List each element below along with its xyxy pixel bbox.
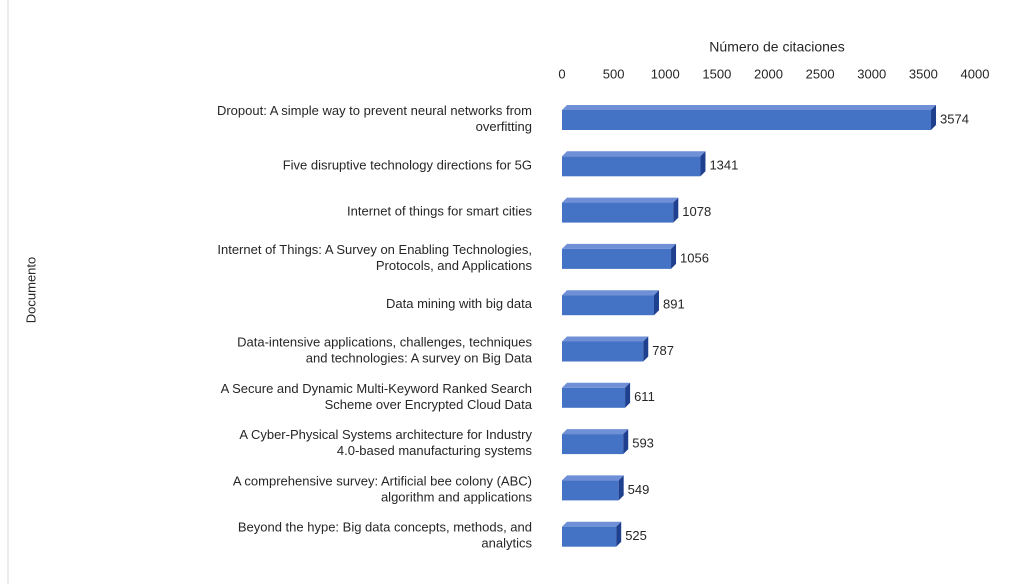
y-tick-label-line: overfitting — [476, 119, 532, 134]
y-tick-label-line: Beyond the hype: Big data concepts, meth… — [238, 520, 532, 535]
y-tick-label: Dropout: A simple way to prevent neural … — [217, 103, 532, 134]
bar — [562, 248, 672, 269]
y-tick-label-line: algorithm and applications — [381, 490, 533, 505]
y-tick-label-line: 4.0-based manufacturing systems — [337, 444, 533, 459]
x-tick-label: 1000 — [651, 66, 680, 81]
bar-top — [562, 429, 629, 435]
bar-side — [618, 475, 624, 501]
bar-top — [562, 243, 677, 249]
y-tick-label-line: Protocols, and Applications — [376, 258, 533, 273]
x-tick-label: 3500 — [909, 66, 938, 81]
bar — [562, 295, 654, 316]
bar-side — [931, 105, 937, 130]
bar — [562, 341, 644, 362]
x-tick-label: 500 — [603, 66, 625, 81]
y-tick-label-line: Scheme over Encrypted Cloud Data — [325, 397, 533, 412]
y-tick-label-line: Internet of things for smart cities — [347, 204, 532, 219]
bar-top — [562, 151, 706, 157]
bar-side — [673, 197, 679, 223]
bar — [562, 480, 619, 501]
x-tick-label: 4000 — [961, 66, 990, 81]
value-label: 1341 — [709, 158, 738, 173]
value-label: 3574 — [940, 111, 969, 126]
bar-top — [562, 290, 659, 296]
value-label: 891 — [663, 297, 685, 312]
value-label: 525 — [625, 528, 647, 543]
x-tick-label: 0 — [558, 66, 565, 81]
bar-top — [562, 105, 937, 110]
bar-side — [653, 290, 659, 316]
bar-side — [625, 382, 631, 408]
value-label: 787 — [652, 343, 674, 358]
bar-top — [562, 521, 622, 527]
bar-side — [623, 429, 629, 455]
x-tick-label: 2000 — [754, 66, 783, 81]
bar-top — [562, 336, 649, 342]
bar-side — [700, 151, 706, 177]
value-label: 611 — [634, 389, 655, 404]
x-tick-label: 3000 — [857, 66, 886, 81]
value-label: 1056 — [680, 250, 709, 265]
y-tick-label-line: Data mining with big data — [386, 297, 533, 312]
bar-side — [671, 243, 677, 269]
y-tick-label-line: analytics — [481, 536, 532, 551]
y-tick-label: Internet of things for smart cities — [347, 204, 532, 219]
value-label: 1078 — [682, 204, 711, 219]
y-tick-label-line: Data-intensive applications, challenges,… — [237, 335, 532, 350]
value-label: 549 — [628, 482, 650, 497]
bar — [562, 387, 626, 408]
bar-side — [616, 521, 622, 547]
y-tick-label-line: and technologies: A survey on Big Data — [306, 351, 533, 366]
value-label: 593 — [632, 436, 654, 451]
bar-side — [643, 336, 649, 362]
y-tick-label: A comprehensive survey: Artificial bee c… — [233, 474, 533, 505]
bar — [562, 156, 701, 177]
y-tick-label-line: Dropout: A simple way to prevent neural … — [217, 103, 532, 118]
bar-top — [562, 197, 679, 203]
y-tick-label: Data-intensive applications, challenges,… — [237, 335, 533, 366]
bar — [562, 110, 932, 130]
y-axis-title: Documento — [23, 257, 38, 323]
y-tick-label: Beyond the hype: Big data concepts, meth… — [238, 520, 533, 551]
x-axis-title: Número de citaciones — [709, 39, 844, 55]
y-tick-label: Internet of Things: A Survey on Enabling… — [217, 242, 532, 273]
y-tick-label: Five disruptive technology directions fo… — [283, 158, 532, 173]
y-tick-label: A Secure and Dynamic Multi-Keyword Ranke… — [221, 381, 533, 412]
bar — [562, 434, 624, 455]
y-tick-label-line: Five disruptive technology directions fo… — [283, 158, 532, 173]
y-tick-label: Data mining with big data — [386, 297, 533, 312]
x-tick-label: 1500 — [702, 66, 731, 81]
bar-top — [562, 475, 624, 481]
y-tick-label: A Cyber-Physical Systems architecture fo… — [239, 428, 532, 459]
bar — [562, 202, 674, 223]
x-tick-label: 2500 — [806, 66, 835, 81]
bar-top — [562, 382, 631, 388]
y-tick-label-line: A Secure and Dynamic Multi-Keyword Ranke… — [221, 381, 532, 396]
bar — [562, 526, 617, 547]
y-tick-label-line: A Cyber-Physical Systems architecture fo… — [239, 428, 532, 443]
y-tick-label-line: Internet of Things: A Survey on Enabling… — [217, 242, 532, 257]
y-tick-label-line: A comprehensive survey: Artificial bee c… — [233, 474, 532, 489]
